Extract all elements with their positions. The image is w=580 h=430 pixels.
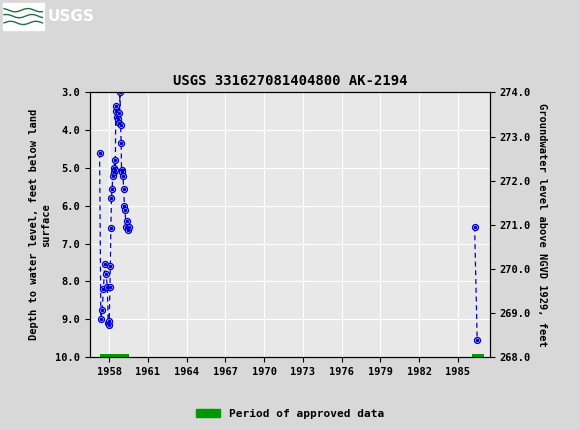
Point bbox=[107, 185, 117, 192]
Point bbox=[106, 263, 115, 270]
Point bbox=[122, 218, 131, 224]
Point bbox=[105, 283, 114, 290]
Point bbox=[108, 172, 118, 179]
Point bbox=[119, 203, 129, 209]
Point bbox=[96, 316, 106, 322]
Point bbox=[111, 166, 120, 173]
Point bbox=[115, 119, 124, 126]
Point bbox=[96, 316, 106, 322]
Point bbox=[99, 286, 108, 292]
Point bbox=[473, 336, 482, 343]
Point bbox=[112, 102, 121, 109]
Point bbox=[470, 223, 479, 230]
Point bbox=[97, 306, 107, 313]
Point bbox=[119, 185, 128, 192]
Legend: Period of approved data: Period of approved data bbox=[191, 405, 389, 424]
Point bbox=[109, 165, 118, 172]
Point bbox=[113, 114, 122, 120]
Point bbox=[473, 336, 482, 343]
FancyBboxPatch shape bbox=[3, 3, 43, 30]
Y-axis label: Groundwater level above NGVD 1929, feet: Groundwater level above NGVD 1929, feet bbox=[536, 103, 546, 347]
Point bbox=[115, 89, 125, 96]
Y-axis label: Depth to water level, feet below land
surface: Depth to water level, feet below land su… bbox=[30, 109, 51, 340]
Point bbox=[115, 89, 125, 96]
Point bbox=[114, 110, 123, 117]
Point bbox=[107, 195, 116, 202]
Point bbox=[117, 166, 126, 173]
Point bbox=[108, 172, 118, 179]
Point bbox=[106, 225, 115, 232]
Point bbox=[124, 223, 133, 230]
Point bbox=[95, 150, 104, 157]
Point bbox=[106, 225, 115, 232]
Point bbox=[124, 223, 133, 230]
Point bbox=[110, 169, 119, 175]
Point bbox=[105, 283, 114, 290]
Point bbox=[110, 157, 119, 164]
Point bbox=[110, 169, 119, 175]
Text: USGS: USGS bbox=[48, 9, 95, 24]
Bar bbox=[472, 354, 484, 360]
Point bbox=[112, 102, 121, 109]
Point bbox=[121, 223, 130, 230]
Point bbox=[113, 116, 122, 123]
Point bbox=[115, 119, 124, 126]
Text: USGS 331627081404800 AK-2194: USGS 331627081404800 AK-2194 bbox=[173, 74, 407, 88]
Point bbox=[104, 319, 113, 326]
Point bbox=[113, 114, 122, 120]
Point bbox=[118, 172, 128, 179]
Bar bbox=[100, 354, 129, 360]
Point bbox=[109, 165, 118, 172]
Point bbox=[104, 319, 113, 326]
Point bbox=[118, 169, 127, 175]
Point bbox=[95, 150, 104, 157]
Point bbox=[100, 261, 110, 268]
Point bbox=[104, 318, 114, 325]
Point bbox=[104, 321, 114, 328]
Point bbox=[118, 172, 128, 179]
Point bbox=[113, 116, 122, 123]
Point bbox=[111, 108, 121, 115]
Point bbox=[114, 110, 123, 117]
Point bbox=[99, 286, 108, 292]
Point bbox=[104, 318, 114, 325]
Point bbox=[117, 140, 126, 147]
Point bbox=[119, 185, 128, 192]
Point bbox=[111, 166, 120, 173]
Point bbox=[117, 140, 126, 147]
Point bbox=[110, 157, 119, 164]
Point bbox=[116, 121, 125, 128]
Point bbox=[97, 306, 107, 313]
Point bbox=[106, 263, 115, 270]
Point bbox=[470, 223, 479, 230]
Point bbox=[107, 195, 116, 202]
Point bbox=[118, 169, 127, 175]
Point bbox=[100, 261, 110, 268]
Point bbox=[119, 203, 129, 209]
Point bbox=[104, 321, 114, 328]
Point bbox=[103, 283, 112, 290]
Point bbox=[122, 218, 131, 224]
Point bbox=[103, 283, 112, 290]
Point bbox=[121, 206, 130, 213]
Point bbox=[121, 206, 130, 213]
Point bbox=[107, 185, 117, 192]
Point bbox=[123, 227, 132, 234]
Point bbox=[102, 270, 111, 277]
Point bbox=[111, 108, 121, 115]
Point bbox=[117, 166, 126, 173]
Point bbox=[102, 270, 111, 277]
Point bbox=[116, 121, 125, 128]
Point bbox=[123, 227, 132, 234]
Point bbox=[121, 223, 130, 230]
